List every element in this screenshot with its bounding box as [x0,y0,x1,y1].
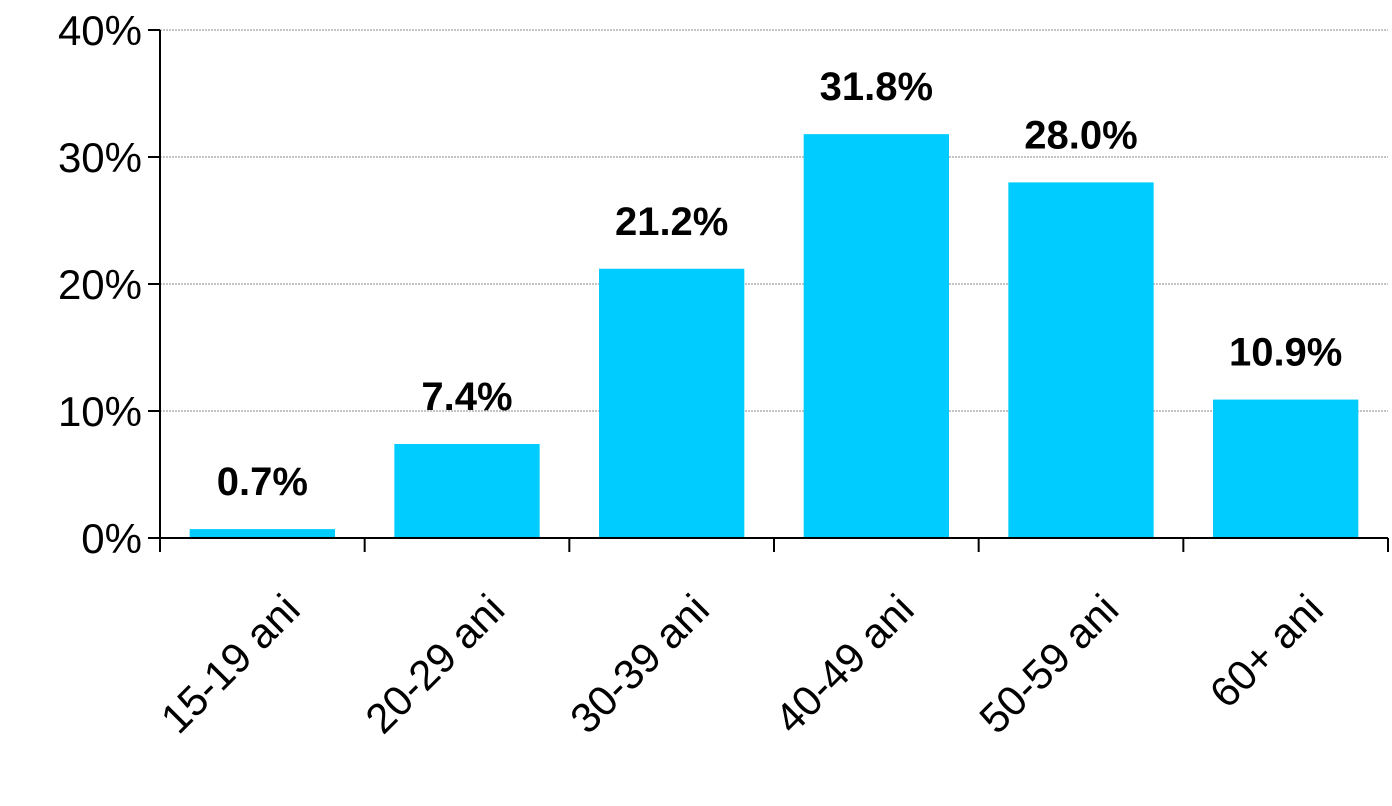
data-label: 31.8% [820,65,933,109]
x-category-label: 20-29 ani [356,585,513,742]
x-category-label: 50-59 ani [970,585,1127,742]
x-category-label: 15-19 ani [152,585,309,742]
data-label: 0.7% [217,460,308,504]
category-labels: 15-19 ani 20-29 ani 30-39 ani 40-49 ani 50-5… [152,585,1332,742]
bar [1008,182,1154,538]
y-tick-label: 0% [81,515,142,562]
x-category-label: 60+ ani [1201,585,1332,716]
y-tick-labels: 0% 10% 20% 30% 40% [58,7,142,562]
y-tick-label: 20% [58,261,142,308]
y-tick-label: 30% [58,134,142,181]
bar [189,529,335,538]
bar [803,134,949,538]
data-label: 7.4% [421,375,512,419]
bar [599,268,745,538]
data-labels: 0.7% 7.4% 21.2% 31.8% 28.0% 10.9% [217,65,1343,504]
y-tick-label: 40% [58,7,142,54]
x-category-label: 40-49 ani [766,585,923,742]
data-label: 21.2% [615,200,728,244]
bars [189,134,1359,538]
gridlines [160,29,1388,412]
bar [394,444,540,538]
data-label: 10.9% [1229,331,1342,375]
axes [148,29,1389,552]
y-tick-label: 10% [58,388,142,435]
x-category-label: 30-39 ani [561,585,718,742]
data-label: 28.0% [1024,113,1137,157]
bar [1213,399,1359,538]
